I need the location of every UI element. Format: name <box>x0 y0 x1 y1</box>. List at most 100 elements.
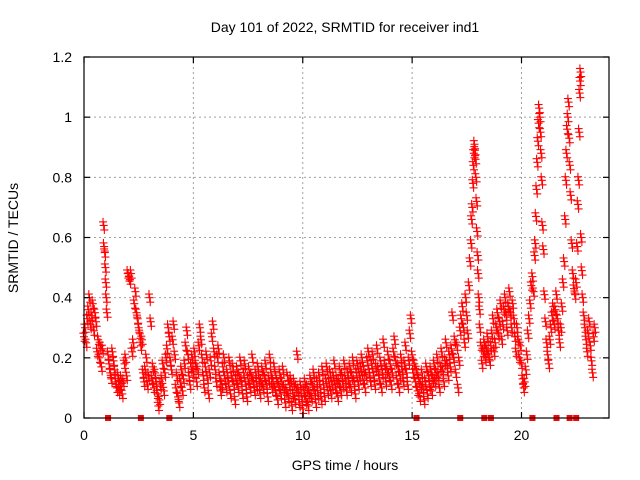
data-point <box>162 341 172 358</box>
data-point <box>406 311 416 328</box>
data-point <box>171 380 181 397</box>
data-point <box>125 272 135 289</box>
data-point <box>166 362 177 379</box>
data-point <box>449 350 459 367</box>
data-point <box>521 362 531 379</box>
data-point <box>188 365 199 382</box>
data-point <box>266 365 276 382</box>
data-point <box>219 350 229 367</box>
data-point <box>472 193 482 210</box>
data-point <box>585 338 596 355</box>
data-point <box>96 359 107 376</box>
data-point <box>370 377 380 394</box>
data-point <box>130 284 141 301</box>
data-point <box>441 335 451 352</box>
data-point <box>208 317 218 334</box>
data-point <box>566 187 576 204</box>
data-point <box>515 338 526 355</box>
data-point <box>405 326 415 343</box>
data-point <box>529 247 540 265</box>
data-point <box>537 172 547 189</box>
data-point <box>290 392 300 409</box>
data-point <box>466 211 477 228</box>
data-point <box>525 296 535 313</box>
x-axis-label: GPS time / hours <box>292 457 399 473</box>
data-point <box>375 353 386 370</box>
data-point <box>311 395 321 412</box>
data-point <box>415 389 425 406</box>
data-point <box>564 130 574 147</box>
data-point <box>157 371 167 388</box>
data-point <box>453 380 463 397</box>
chart-title: Day 101 of 2022, SRMTID for receiver ind… <box>211 19 480 35</box>
data-point <box>531 208 541 225</box>
data-point <box>509 311 519 328</box>
data-point <box>462 308 472 325</box>
data-point <box>252 377 262 394</box>
data-point <box>501 308 511 325</box>
data-point <box>211 374 221 391</box>
data-point <box>126 265 136 283</box>
data-point <box>587 365 598 382</box>
data-point <box>101 275 111 292</box>
data-point <box>393 359 403 376</box>
data-point <box>535 109 545 126</box>
data-point <box>500 290 510 307</box>
y-tick-label: 0.8 <box>53 169 73 185</box>
data-point <box>154 392 165 409</box>
data-point <box>558 275 568 292</box>
data-point <box>391 353 401 370</box>
data-point <box>539 287 550 304</box>
data-point <box>455 323 465 340</box>
data-point <box>523 326 533 343</box>
y-axis-label: SRMTID / TECUs <box>5 183 21 293</box>
data-point <box>583 326 593 343</box>
data-point <box>528 284 539 301</box>
data-point <box>474 290 484 307</box>
data-point <box>348 353 358 370</box>
data-point <box>330 380 341 397</box>
data-point <box>160 365 170 382</box>
y-tick-label: 0 <box>64 410 72 426</box>
data-point <box>362 353 372 370</box>
data-point <box>557 299 567 316</box>
data-point <box>142 377 153 394</box>
x-axis: 0 5 10 15 20 <box>80 57 529 443</box>
data-point <box>531 181 542 198</box>
data-point <box>503 299 514 316</box>
data-points <box>79 64 600 421</box>
data-point <box>578 290 588 307</box>
data-point <box>544 356 554 373</box>
data-point <box>148 359 158 376</box>
data-point <box>575 85 585 102</box>
data-point <box>465 253 475 271</box>
data-point <box>196 332 206 349</box>
data-point <box>260 356 271 373</box>
data-point <box>129 296 139 313</box>
data-point <box>411 362 422 379</box>
data-point <box>504 284 515 301</box>
data-point <box>146 314 156 331</box>
data-point <box>454 353 464 370</box>
data-point <box>159 383 169 400</box>
data-point <box>89 323 99 340</box>
data-point <box>242 389 252 406</box>
data-point <box>446 341 457 358</box>
data-point <box>568 265 578 283</box>
y-axis: 0 0.2 0.4 0.6 0.8 1 1.2 <box>53 49 609 426</box>
data-point <box>317 362 328 379</box>
data-point <box>144 290 155 307</box>
data-point <box>101 290 111 307</box>
data-point <box>434 380 445 397</box>
data-point <box>376 380 387 397</box>
data-point <box>574 124 584 141</box>
data-point <box>377 365 388 382</box>
data-point <box>372 341 382 358</box>
data-point <box>185 377 195 394</box>
data-point <box>421 359 431 376</box>
data-point <box>490 335 500 352</box>
data-point <box>534 100 544 117</box>
data-point <box>451 365 461 382</box>
data-point <box>466 235 476 253</box>
data-point <box>183 347 193 364</box>
